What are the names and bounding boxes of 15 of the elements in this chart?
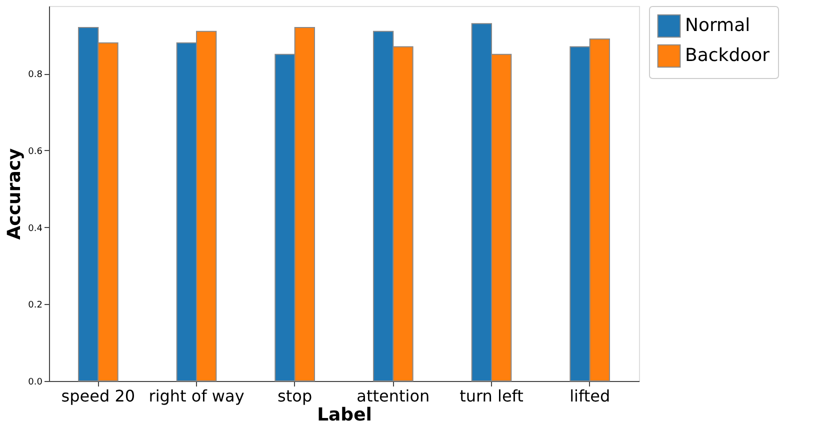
x-axis-title: Label (317, 404, 372, 426)
legend-label: Normal (685, 15, 750, 36)
x-tick-label: attention (356, 386, 430, 406)
y-tick-label: 0.4 (28, 224, 43, 234)
legend-label: Backdoor (685, 45, 770, 66)
x-tick-label: right of way (148, 386, 244, 406)
y-tick-label: 0.6 (28, 146, 43, 157)
y-axis-title: Accuracy (4, 148, 26, 240)
x-tick-label: stop (278, 386, 312, 406)
y-tick-label: 0.8 (28, 70, 43, 80)
x-tick-label: turn left (460, 386, 524, 406)
y-tick-label: 0.2 (28, 300, 42, 311)
y-tick-label: 0.0 (28, 378, 43, 388)
x-tick-label: speed 20 (61, 386, 136, 406)
x-tick-label: lifted (570, 386, 610, 406)
